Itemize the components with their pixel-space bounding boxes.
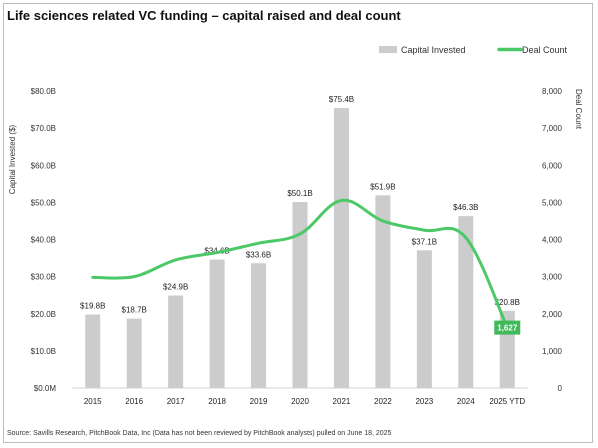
bar-2017	[168, 295, 184, 388]
x-tick-label: 2020	[291, 397, 309, 406]
x-tick-label: 2019	[250, 397, 268, 406]
y2-tick-label: 3,000	[542, 273, 563, 282]
y2-axis-title: Deal Count	[574, 89, 583, 130]
x-tick-label: 2021	[333, 397, 351, 406]
x-tick-label: 2025 YTD	[489, 397, 525, 406]
deal-count-callout	[494, 320, 521, 335]
x-tick-label: 2022	[374, 397, 392, 406]
x-tick-label: 2017	[167, 397, 185, 406]
bar-label: $51.9B	[370, 182, 395, 191]
bar-2020	[292, 202, 308, 388]
y2-tick-label: 4,000	[542, 236, 563, 245]
y-tick-label: $0.0M	[34, 384, 57, 393]
bar-2018	[209, 259, 225, 388]
bar-2019	[251, 263, 267, 388]
bar-label: $50.1B	[287, 189, 312, 198]
y-tick-label: $30.0B	[31, 273, 56, 282]
y2-tick-label: 5,000	[542, 198, 563, 207]
bar-label-group: $19.8B $18.7B$24.9B$34.6B $33.6B$50.1B$75.…	[80, 95, 520, 314]
bar-2023	[416, 250, 432, 388]
x-tick-label: 2023	[415, 397, 433, 406]
y-tick-label: $50.0B	[31, 198, 56, 207]
x-tick-label: 2018	[208, 397, 226, 406]
y-tick-label: $10.0B	[31, 347, 56, 356]
y-tick-label: $20.0B	[31, 310, 56, 319]
x-tick-label: 2024	[457, 397, 475, 406]
y-tick-label: $60.0B	[31, 161, 56, 170]
deal-count-line	[91, 199, 509, 330]
bar-2015	[85, 314, 101, 388]
x-tick-label: 2015	[84, 397, 102, 406]
bar-label: $19.8B	[80, 301, 105, 310]
bar-2022	[375, 195, 391, 388]
x-tick-label: 2016	[125, 397, 143, 406]
legend-label-deal-count: Deal Count	[522, 45, 568, 55]
chart-title: Life sciences related VC funding – capit…	[7, 8, 401, 23]
y2-tick-label: 8,000	[542, 87, 563, 96]
bar-2024	[458, 216, 474, 388]
bar-label: $24.9B	[163, 283, 188, 292]
bar-label: $46.3B	[453, 203, 478, 212]
bar-label: $37.1B	[412, 237, 437, 246]
y-tick-label: $80.0B	[31, 87, 56, 96]
bar-label: $33.6B	[246, 250, 271, 259]
bar-label: $75.4B	[329, 95, 354, 104]
axes-group: $0.0M $10.0B $20.0B $30.0B $40.0B $50.0B $60.0…	[8, 87, 583, 406]
y-tick-label: $70.0B	[31, 124, 56, 133]
source-note: Source: Savills Research, PitchBook Data…	[7, 430, 392, 437]
legend-label-capital-invested: Capital Invested	[401, 45, 466, 55]
legend: Capital Invested Deal Count	[379, 45, 568, 55]
bar-label: $18.7B	[122, 306, 147, 315]
y2-tick-label: 1,000	[542, 347, 563, 356]
bar-label: $20.8B	[495, 298, 520, 307]
y2-tick-label: 6,000	[542, 161, 563, 170]
y-tick-label: $40.0B	[31, 236, 56, 245]
y2-tick-label: 2,000	[542, 310, 563, 319]
y2-tick-label: 7,000	[542, 124, 563, 133]
bar-series-group	[85, 108, 515, 388]
bar-2016	[126, 318, 142, 388]
bar-2021	[333, 108, 349, 388]
y2-tick-label: 0	[558, 384, 563, 393]
y-axis-title: Capital Invested ($)	[8, 124, 17, 194]
legend-swatch-capital-invested	[379, 46, 397, 53]
line-series-group: 1,627	[91, 199, 521, 335]
deal-count-callout-label: 1,627	[497, 324, 518, 333]
